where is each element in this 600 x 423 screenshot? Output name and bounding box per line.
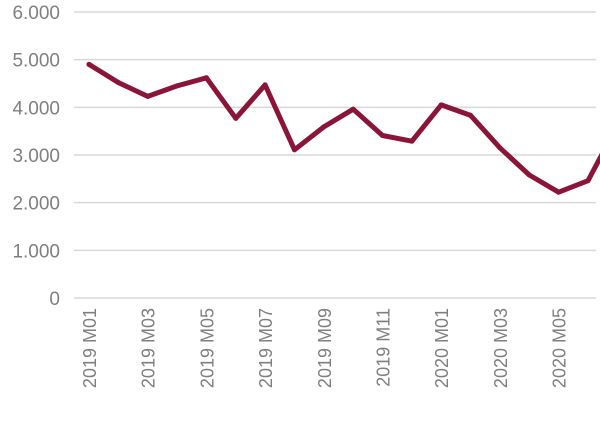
data-point [263,82,268,87]
data-point [380,133,385,138]
series-layer [87,62,600,195]
x-tick-label: 2019 M07 [256,308,276,388]
x-tick-label: 2019 M09 [315,308,335,388]
data-point [556,190,561,195]
x-axis-tick-labels: 2019 M01 2019 M03 2019 M05 2019 M07 2019 M09… [80,308,600,388]
y-tick-label: 1.000 [12,241,60,262]
data-point [175,83,180,88]
data-point [351,107,356,112]
y-tick-label: 5.000 [12,51,60,72]
gridlines [74,12,596,298]
x-tick-label: 2019 M05 [197,308,217,388]
x-tick-label: 2020 M03 [491,308,511,388]
data-point [527,173,532,178]
data-point [292,147,297,152]
data-point [585,178,590,183]
data-point [409,139,414,144]
x-tick-label: 2019 M11 [374,308,394,387]
data-point [145,94,150,99]
data-point [497,145,502,150]
data-point [233,116,238,121]
series-line-0 [89,64,600,192]
x-tick-label: 2020 M01 [432,308,452,388]
data-point [87,62,92,67]
data-point [321,124,326,129]
data-point [116,80,121,85]
y-tick-label: 4.000 [12,98,60,119]
y-tick-label: 3.000 [12,146,60,167]
x-tick-label: 2020 M05 [550,308,570,388]
data-point [204,75,209,80]
y-axis-tick-labels: 0 1.000 2.000 3.000 4.000 5.000 6.000 [12,3,60,310]
x-tick-label: 2019 M03 [139,308,159,388]
y-tick-label: 0 [49,289,60,310]
y-tick-label: 2.000 [12,194,60,215]
x-tick-label: 2019 M01 [80,308,100,388]
data-point [468,113,473,118]
data-point [439,102,444,107]
y-tick-label: 6.000 [12,3,60,24]
